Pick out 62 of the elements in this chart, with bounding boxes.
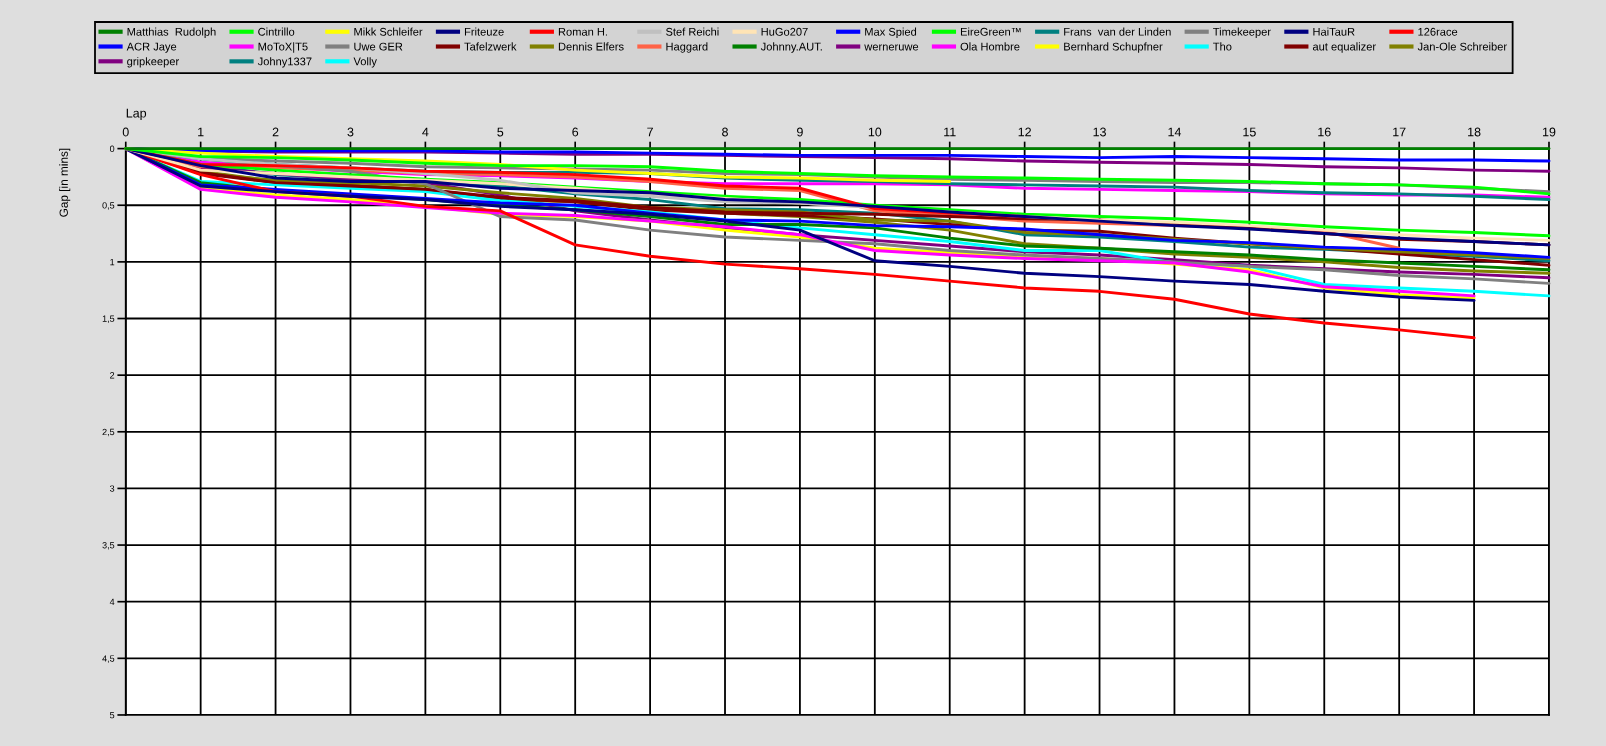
legend-label: Volly xyxy=(353,57,377,68)
x-tick-label: 1 xyxy=(198,127,204,137)
x-tick-label: 12 xyxy=(1018,127,1031,137)
x-tick-label: 19 xyxy=(1542,127,1556,137)
legend-label: HaiTauR xyxy=(1313,27,1355,36)
legend-label: aut equalizer xyxy=(1312,42,1376,53)
y-tick-label: 2 xyxy=(110,372,115,379)
y-tick-label: 0,5 xyxy=(102,202,115,210)
legend-label: Roman H. xyxy=(558,27,607,36)
x-tick-label: 7 xyxy=(647,127,653,137)
x-tick-label: 16 xyxy=(1318,127,1331,137)
y-tick-label: 4 xyxy=(109,598,115,605)
legend-label: Tho xyxy=(1213,42,1232,51)
legend-label: gripkeeper xyxy=(127,57,179,68)
legend-label: werneruwe xyxy=(864,44,919,51)
legend-label: Jan-Ole Schreiber xyxy=(1417,42,1507,51)
legend-label: Matthias Rudolph xyxy=(127,27,216,38)
x-tick-label: 2 xyxy=(272,127,279,137)
x-tick-label: 6 xyxy=(572,127,579,137)
legend-label: EireGreen™ xyxy=(960,27,1021,36)
legend-label: Bernhard Schupfner xyxy=(1064,42,1163,53)
x-tick-label: 10 xyxy=(868,127,882,137)
x-tick-label: 11 xyxy=(944,127,956,137)
y-axis-title: Gap [in mins] xyxy=(59,148,71,217)
legend-label: Uwe GER xyxy=(354,42,403,51)
legend-label: Dennis Elfers xyxy=(558,42,624,51)
x-tick-label: 9 xyxy=(797,127,803,137)
legend-label: Tafelzwerk xyxy=(464,42,517,51)
legend-label: Friteuze xyxy=(464,27,504,36)
x-tick-label: 5 xyxy=(497,127,504,137)
legend-label: ACR Jaye xyxy=(126,42,177,53)
legend-label: Cintrillo xyxy=(258,27,295,36)
x-tick-label: 0 xyxy=(122,127,129,137)
x-axis-title: Lap xyxy=(126,108,147,121)
legend-label: HuGo207 xyxy=(761,27,808,36)
y-tick-label: 4,5 xyxy=(102,655,115,663)
legend-label: Johny1337 xyxy=(257,57,312,68)
y-tick-label: 3,5 xyxy=(102,542,115,550)
legend-label: Johnny.AUT. xyxy=(760,42,822,53)
y-tick-label: 0 xyxy=(109,145,115,152)
y-tick-label: 1,5 xyxy=(102,315,115,323)
legend-label: Frans van der Linden xyxy=(1064,27,1171,36)
x-tick-label: 3 xyxy=(347,127,354,137)
legend-label: Timekeeper xyxy=(1213,27,1271,38)
legend-label: Ola Hombre xyxy=(960,42,1020,51)
x-tick-label: 4 xyxy=(422,127,429,137)
y-tick-label: 2,5 xyxy=(102,428,115,437)
x-tick-label: 14 xyxy=(1168,127,1182,137)
x-tick-label: 8 xyxy=(722,127,728,137)
legend-label: Stef Reichi xyxy=(666,27,719,36)
legend-label: Max Spied xyxy=(865,27,917,38)
legend-label: MoToX|T5 xyxy=(258,42,308,53)
legend-label: Haggard xyxy=(666,42,708,53)
x-tick-label: 15 xyxy=(1243,127,1256,137)
y-tick-label: 3 xyxy=(109,485,115,492)
y-tick-label: 1 xyxy=(110,258,115,266)
legend-label: 126race xyxy=(1418,27,1458,36)
x-tick-label: 17 xyxy=(1393,127,1406,137)
y-tick-label: 5 xyxy=(109,712,115,719)
x-tick-label: 13 xyxy=(1093,127,1106,137)
legend-label: Mikk Schleifer xyxy=(354,27,423,36)
x-tick-label: 18 xyxy=(1468,127,1481,137)
